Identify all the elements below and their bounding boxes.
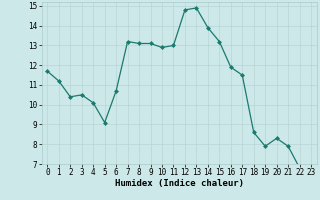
X-axis label: Humidex (Indice chaleur): Humidex (Indice chaleur) — [115, 179, 244, 188]
